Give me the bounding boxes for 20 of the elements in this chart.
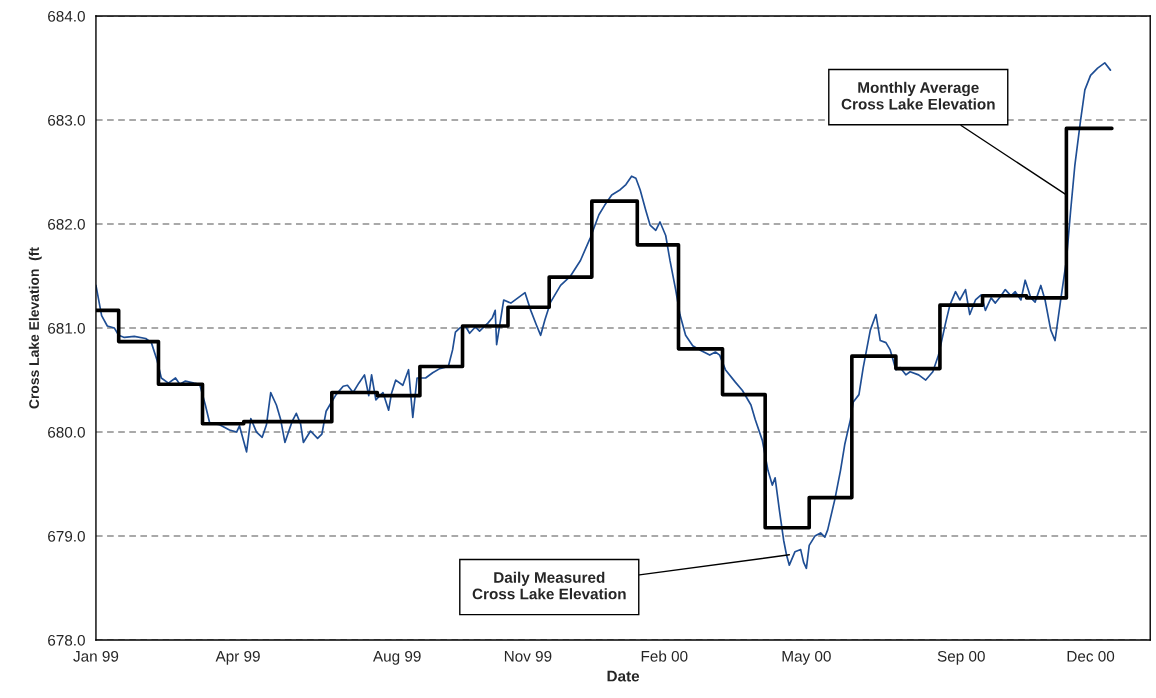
y-axis-title: Cross Lake Elevation (ft [28,247,42,409]
y-tick-label: 684.0 [48,10,85,22]
line-series [95,62,1112,570]
y-tick-label: 682.0 [48,218,85,230]
y-tick-label: 680.0 [48,426,85,438]
annotation: Monthly Average Cross Lake Elevation [841,81,995,110]
y-tick-label: 678.0 [48,634,85,646]
x-tick-label: Jan 99 [73,650,119,662]
y-tick-label: 683.0 [48,114,85,126]
x-tick-label: Aug 99 [372,650,421,665]
annotation: Daily Measured Cross Lake Elevation [472,571,626,600]
x-tick-label: Feb 00 [641,650,688,662]
y-tick-label: 681.0 [48,322,85,334]
x-tick-label: Dec 00 [1067,650,1115,662]
y-tick-label: 679.0 [48,530,85,542]
x-tick-label: Nov 99 [504,650,552,662]
x-tick-label: Sep 00 [937,650,985,665]
x-tick-label: Apr 99 [215,650,260,665]
x-axis-title: Date [607,670,640,682]
x-tick-label: May 00 [782,650,831,665]
